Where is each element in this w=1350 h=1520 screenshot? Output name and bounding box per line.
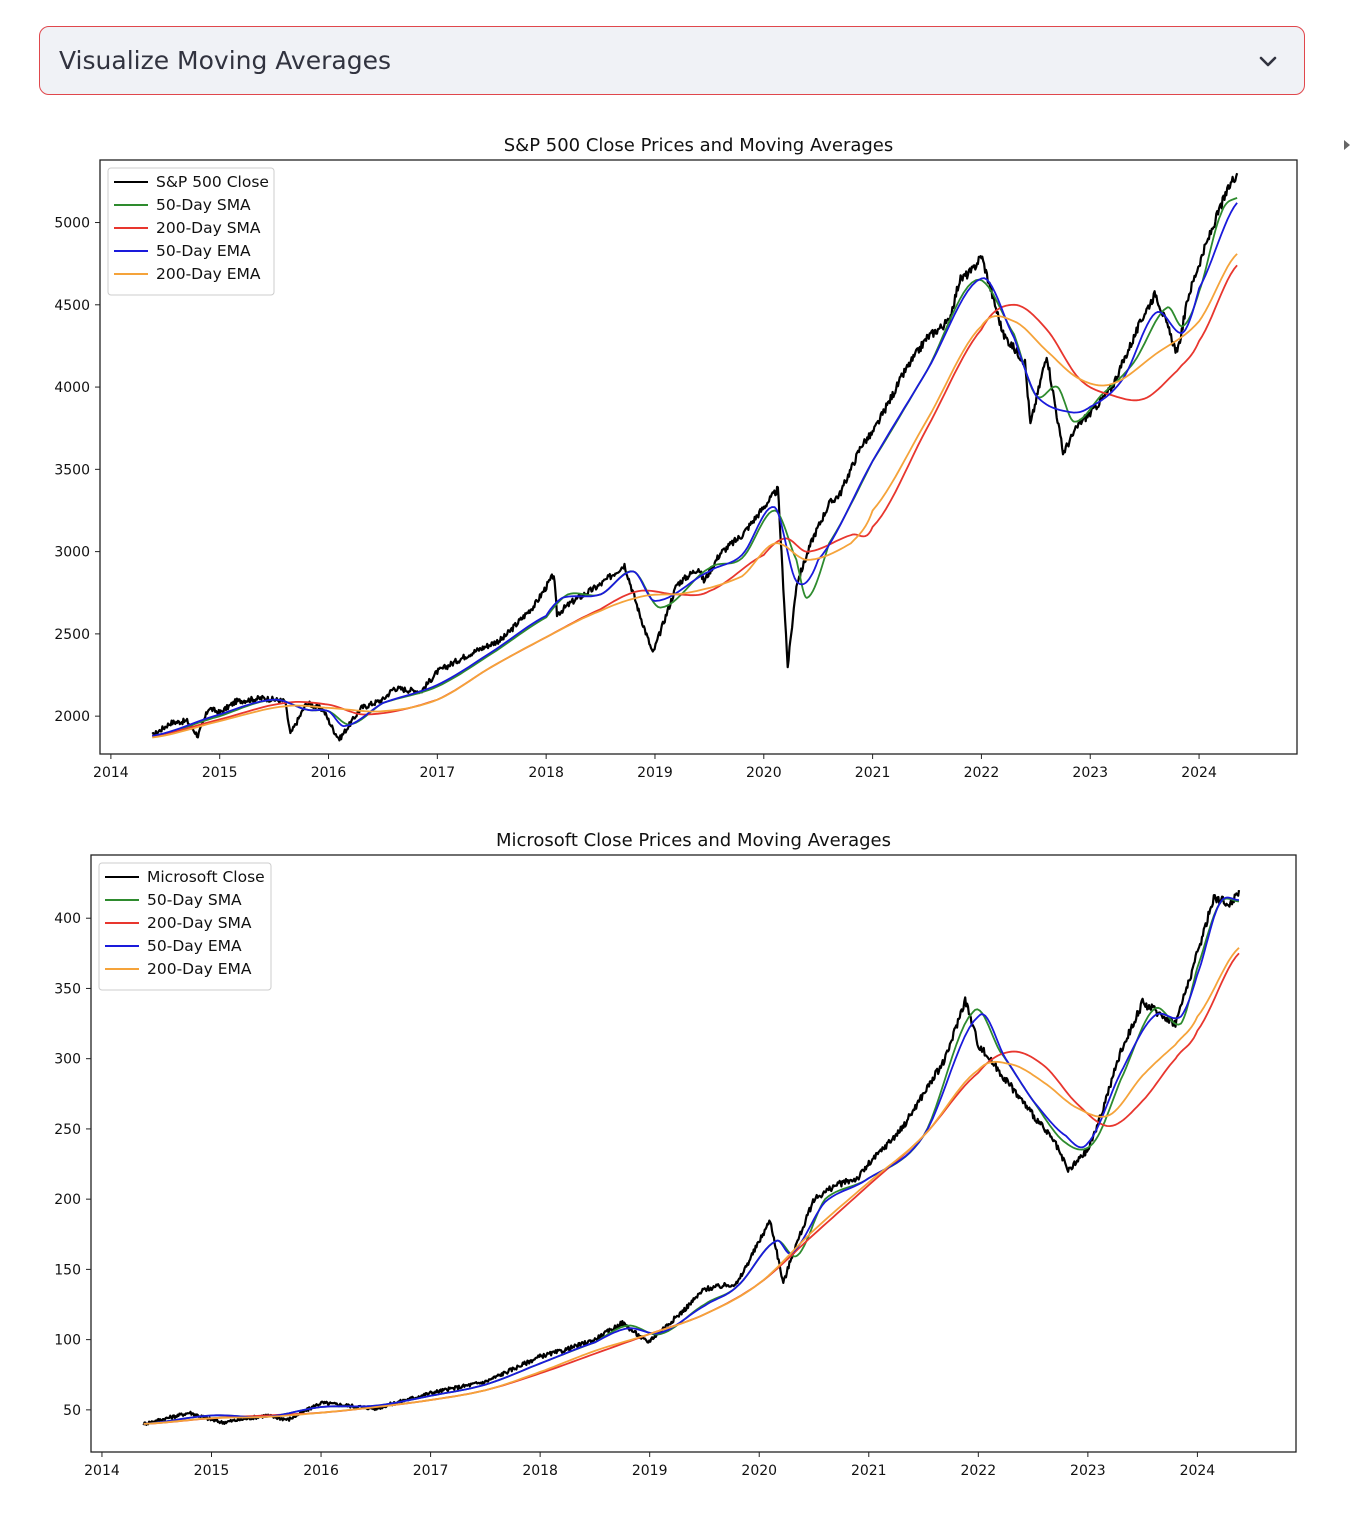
- sp500-plot-frame: [99, 159, 1298, 755]
- expander-label: Visualize Moving Averages: [59, 46, 391, 75]
- msft-legend-label: 200-Day SMA: [147, 914, 252, 932]
- msft-x-tick-label: 2019: [632, 1463, 668, 1479]
- msft-legend: [98, 862, 272, 991]
- sp500-y-tick-label: 3000: [54, 545, 90, 561]
- msft-x-tick-label: 2023: [1070, 1463, 1106, 1479]
- msft-series-sma200-line: [143, 952, 1240, 1425]
- msft-x-tick-label: 2022: [960, 1463, 996, 1479]
- sp500-series-sma50-line: [152, 196, 1238, 737]
- msft-x-tick-label: 2014: [84, 1463, 120, 1479]
- sp500-x-tick-label: 2016: [311, 765, 347, 781]
- msft-y-tick-label: 200: [54, 1192, 81, 1208]
- sp500-x-tick-label: 2020: [746, 765, 782, 781]
- msft-legend-label: 50-Day EMA: [147, 937, 242, 955]
- msft-x-tick-label: 2020: [741, 1463, 777, 1479]
- sp500-legend-label: 200-Day EMA: [156, 265, 261, 283]
- sp500-x-tick-label: 2018: [528, 765, 564, 781]
- chevron-down-icon[interactable]: [1258, 51, 1278, 71]
- sp500-y-tick-label: 2000: [54, 709, 90, 725]
- msft-x-tick-label: 2018: [522, 1463, 558, 1479]
- msft-legend-label: 50-Day SMA: [147, 891, 242, 909]
- sp500-y-tick-label: 3500: [54, 462, 90, 478]
- msft-x-tick-label: 2015: [194, 1463, 230, 1479]
- sp500-x-tick-label: 2014: [93, 765, 129, 781]
- msft-x-tick-label: 2024: [1180, 1463, 1216, 1479]
- msft-y-tick-label: 100: [54, 1333, 81, 1349]
- msft-y-tick-label: 350: [54, 981, 81, 997]
- sp500-legend-label: 50-Day EMA: [156, 242, 251, 260]
- sp500-legend-label: 200-Day SMA: [156, 219, 261, 237]
- visualize-moving-averages-expander[interactable]: Visualize Moving Averages: [39, 26, 1305, 95]
- sp500-series-sma200-line: [152, 264, 1238, 737]
- sp500-legend-label: 50-Day SMA: [156, 196, 251, 214]
- sp500-y-tick-label: 4500: [54, 298, 90, 314]
- sp500-series-ema200-line: [152, 253, 1238, 739]
- sp500-y-tick-label: 2500: [54, 627, 90, 643]
- sp500-chart-title: S&P 500 Close Prices and Moving Averages: [504, 135, 894, 156]
- msft-y-tick-label: 300: [54, 1052, 81, 1068]
- msft-y-tick-label: 250: [54, 1122, 81, 1138]
- msft-legend-label: Microsoft Close: [147, 868, 265, 886]
- edge-marker: [1344, 140, 1350, 150]
- sp500-series-close-line: [151, 172, 1239, 742]
- msft-x-tick-label: 2016: [303, 1463, 339, 1479]
- msft-plot-frame: [90, 854, 1297, 1453]
- sp500-chart: S&P 500 Close Prices and Moving Averages…: [54, 135, 1298, 781]
- sp500-x-tick-label: 2019: [637, 765, 673, 781]
- microsoft-chart: Microsoft Close Prices and Moving Averag…: [54, 830, 1297, 1479]
- sp500-x-tick-label: 2024: [1181, 765, 1217, 781]
- msft-chart-title: Microsoft Close Prices and Moving Averag…: [496, 830, 891, 851]
- msft-y-tick-label: 400: [54, 911, 81, 927]
- msft-x-tick-label: 2021: [851, 1463, 887, 1479]
- msft-y-tick-label: 150: [54, 1262, 81, 1278]
- msft-y-tick-label: 50: [63, 1403, 81, 1419]
- sp500-y-tick-label: 4000: [54, 380, 90, 396]
- sp500-x-tick-label: 2015: [202, 765, 238, 781]
- sp500-legend-label: S&P 500 Close: [156, 173, 269, 191]
- msft-series-close-line: [142, 889, 1241, 1426]
- msft-series-ema200-line: [143, 947, 1240, 1425]
- msft-legend-label: 200-Day EMA: [147, 960, 252, 978]
- sp500-legend: [107, 167, 275, 296]
- sp500-x-tick-label: 2021: [855, 765, 891, 781]
- msft-x-tick-label: 2017: [413, 1463, 449, 1479]
- sp500-y-tick-label: 5000: [54, 216, 90, 232]
- sp500-x-tick-label: 2023: [1072, 765, 1108, 781]
- sp500-series-ema50-line: [152, 202, 1238, 737]
- sp500-x-tick-label: 2022: [964, 765, 1000, 781]
- sp500-x-tick-label: 2017: [420, 765, 456, 781]
